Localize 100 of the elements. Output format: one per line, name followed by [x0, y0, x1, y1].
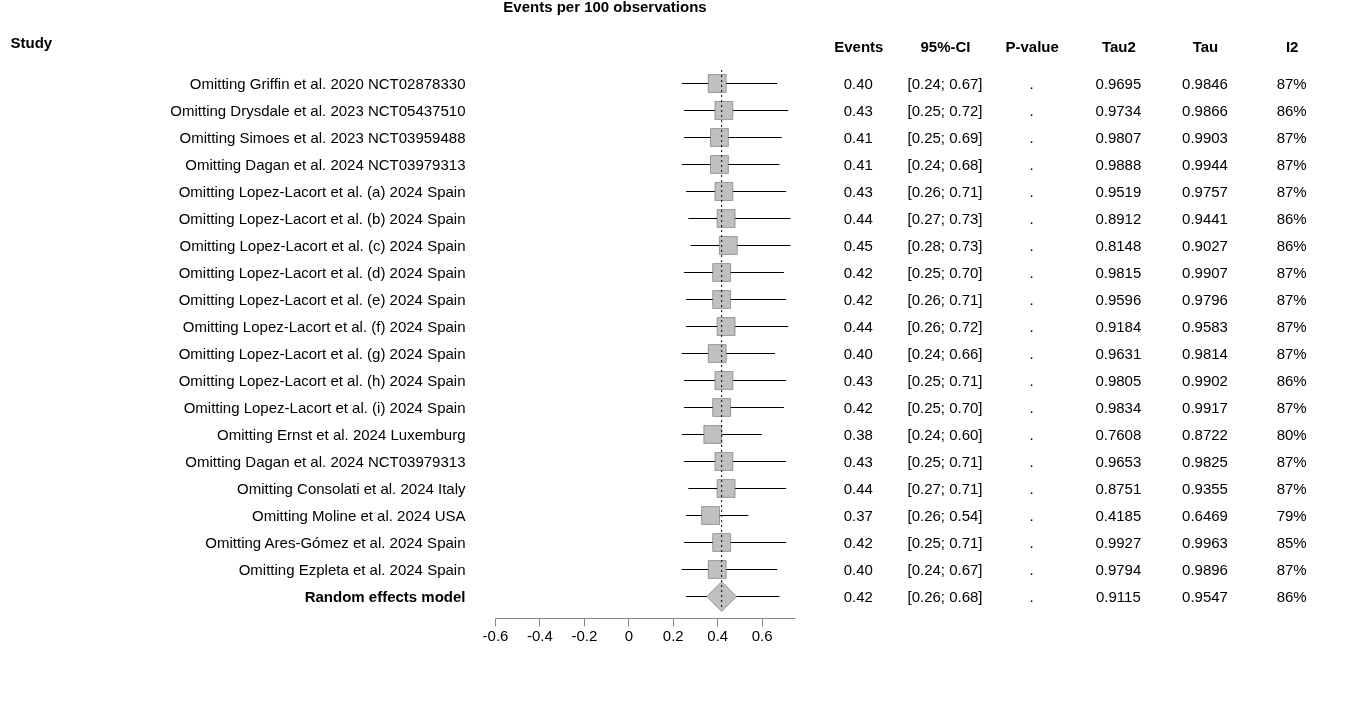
- text: 0.9794: [1095, 560, 1142, 578]
- text: 0.43: [843, 182, 873, 200]
- text: 0.9583: [1182, 317, 1228, 335]
- text: [0.25; 0.71]: [907, 533, 983, 551]
- text: 0.8148: [1095, 236, 1142, 254]
- point: [714, 101, 734, 120]
- point: [708, 74, 727, 93]
- text: [0.27; 0.71]: [907, 479, 983, 497]
- text: 87%: [1276, 560, 1307, 578]
- text: 85%: [1276, 533, 1307, 551]
- category-label: Tau: [1192, 37, 1219, 55]
- text: .: [1029, 371, 1034, 389]
- x-tick-label: 0.6: [751, 626, 773, 644]
- x-tick-label: 0.4: [707, 626, 729, 644]
- point: [712, 263, 731, 282]
- y-tick-label: Omitting Ernst et al. 2024 Luxemburg: [217, 426, 466, 443]
- text: 0.42: [843, 398, 873, 416]
- text: 79%: [1276, 506, 1307, 524]
- y-tick-label: Omitting Lopez-Lacort et al. (h) 2024 Spain: [178, 372, 466, 389]
- text: 0.7608: [1095, 425, 1142, 443]
- text: 86%: [1276, 587, 1307, 605]
- point: [716, 317, 736, 336]
- text: 0.43: [843, 371, 873, 389]
- text: 0.9734: [1095, 101, 1142, 119]
- text: [0.24; 0.66]: [907, 344, 983, 362]
- text: [0.25; 0.71]: [907, 371, 983, 389]
- point: [712, 290, 731, 309]
- point: [714, 371, 734, 390]
- y-tick-label: Omitting Lopez-Lacort et al. (d) 2024 Spain: [178, 264, 466, 281]
- point: [706, 581, 737, 612]
- text: 80%: [1276, 425, 1307, 443]
- y-tick-label: Omitting Ezpleta et al. 2024 Spain: [238, 561, 466, 578]
- text: 87%: [1276, 263, 1307, 281]
- x-tick-label: -0.2: [571, 626, 598, 644]
- text: [0.24; 0.67]: [907, 74, 983, 92]
- text: 0.8722: [1182, 425, 1228, 443]
- point: [719, 236, 738, 255]
- y-tick-label: Omitting Drysdale et al. 2023 NCT05437510: [170, 102, 466, 119]
- text: .: [1029, 290, 1034, 308]
- text: 0.9846: [1182, 74, 1228, 92]
- text: .: [1029, 587, 1034, 605]
- x-axis-title: Events per 100 observations: [503, 0, 707, 15]
- text: 0.6469: [1182, 506, 1228, 524]
- text: 0.9115: [1095, 587, 1141, 605]
- text: 0.9653: [1095, 452, 1142, 470]
- text: [0.26; 0.72]: [907, 317, 983, 335]
- text: [0.26; 0.71]: [907, 182, 983, 200]
- text: [0.25; 0.71]: [907, 452, 983, 470]
- y-tick-label: Omitting Consolati et al. 2024 Italy: [237, 480, 466, 497]
- category-label: 95%-CI: [920, 37, 971, 55]
- text: 0.42: [843, 290, 873, 308]
- x-tick-label: -0.6: [482, 626, 509, 644]
- text: .: [1029, 425, 1034, 443]
- x-tick-label: -0.4: [527, 626, 553, 644]
- text: 0.45: [843, 236, 873, 254]
- y-tick-label: Omitting Lopez-Lacort et al. (a) 2024 Spain: [178, 183, 466, 200]
- text: 0.38: [843, 425, 873, 443]
- text: 87%: [1276, 317, 1307, 335]
- text: .: [1029, 155, 1034, 173]
- text: 87%: [1276, 452, 1307, 470]
- text: 86%: [1276, 371, 1307, 389]
- text: .: [1029, 479, 1034, 497]
- text: 0.9547: [1182, 587, 1228, 605]
- category-label: P-value: [1005, 37, 1059, 55]
- text: 0.9441: [1182, 209, 1228, 227]
- text: 0.9355: [1182, 479, 1228, 497]
- text: .: [1029, 344, 1034, 362]
- text: [0.26; 0.54]: [907, 506, 983, 524]
- text: 0.9596: [1095, 290, 1142, 308]
- text: 0.9902: [1182, 371, 1228, 389]
- text: 87%: [1276, 344, 1307, 362]
- text: .: [1029, 74, 1034, 92]
- y-tick-label: Omitting Simoes et al. 2023 NCT03959488: [179, 129, 466, 146]
- text: .: [1029, 182, 1034, 200]
- text: 0.8751: [1095, 479, 1142, 497]
- text: 86%: [1276, 209, 1307, 227]
- x-tick-label: 0: [624, 626, 634, 644]
- text: [0.24; 0.67]: [907, 560, 983, 578]
- y-tick-label: Omitting Moline et al. 2024 USA: [252, 507, 466, 524]
- category-label: Events: [834, 37, 884, 55]
- text: .: [1029, 128, 1034, 146]
- point: [716, 479, 736, 498]
- text: 0.9944: [1182, 155, 1228, 173]
- text: 86%: [1276, 236, 1307, 254]
- text: 0.42: [843, 587, 873, 605]
- text: 0.9866: [1182, 101, 1228, 119]
- point: [714, 182, 734, 201]
- text: [0.25; 0.70]: [907, 263, 983, 281]
- y-tick-label: Omitting Lopez-Lacort et al. (c) 2024 Spain: [179, 237, 466, 254]
- text: 0.40: [843, 344, 873, 362]
- y-tick-label: Omitting Lopez-Lacort et al. (e) 2024 Spain: [178, 291, 466, 308]
- text: 0.9825: [1182, 452, 1228, 470]
- text: 0.9903: [1182, 128, 1228, 146]
- text: 0.40: [843, 74, 873, 92]
- point: [708, 344, 727, 363]
- text: [0.24; 0.60]: [907, 425, 983, 443]
- text: 0.41: [843, 155, 873, 173]
- y-tick-label: Omitting Lopez-Lacort et al. (f) 2024 Spain: [182, 318, 466, 335]
- text: .: [1029, 209, 1034, 227]
- y-tick-label: Omitting Dagan et al. 2024 NCT03979313: [185, 453, 466, 470]
